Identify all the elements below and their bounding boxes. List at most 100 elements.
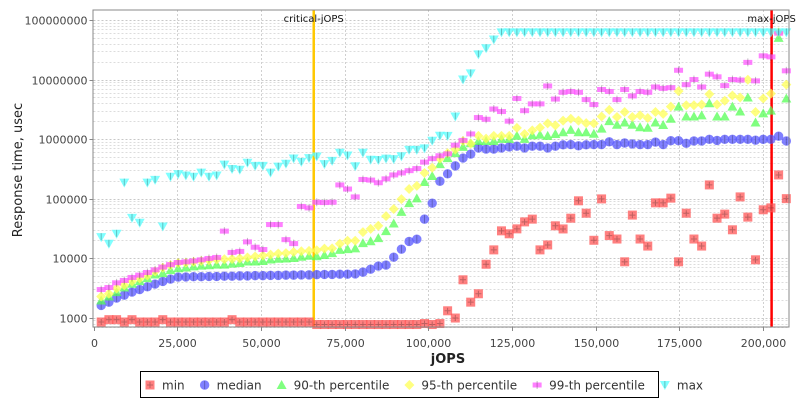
data-point [689,77,699,83]
data-point [727,134,738,145]
data-point [112,280,122,286]
data-point [396,244,407,254]
data-point [496,28,507,38]
data-point [257,161,268,171]
data-point [188,172,199,182]
data-point-cross [244,318,251,325]
data-point [435,176,445,186]
data-point [512,224,522,234]
data-point [550,120,561,131]
data-point [404,198,415,208]
data-point [103,288,114,299]
data-point [466,149,476,159]
data-point [404,236,414,247]
data-point [542,28,553,38]
data-point [558,127,569,137]
data-point [658,198,668,208]
data-point [704,89,715,100]
x-tick-label: 50,000 [242,337,281,350]
data-point [227,254,238,265]
data-point [242,239,252,245]
data-point-cross [613,236,620,243]
data-point [735,134,745,145]
data-point [489,106,499,112]
data-point [673,28,684,38]
data-point [227,164,238,174]
data-point [250,270,260,281]
data-point [665,113,676,123]
data-point [289,317,299,327]
data-point [235,248,245,254]
data-point [496,130,507,141]
data-point-cross [544,241,551,248]
data-point [650,84,660,90]
data-point [342,244,353,254]
data-point [604,28,615,38]
y-axis-label: Response time, usec [11,103,26,237]
data-point [550,141,561,151]
data-point [650,137,661,147]
data-point [443,151,453,157]
data-point [327,199,337,205]
data-point [396,206,407,216]
data-point-cross [683,210,690,217]
data-point [627,210,637,220]
data-point [311,152,322,162]
data-point [420,159,430,165]
data-point [750,117,761,127]
data-point [635,122,646,132]
data-point [411,180,422,191]
data-point [381,320,391,330]
data-point [127,315,137,325]
data-point-cross [513,225,520,232]
data-point [751,78,761,84]
data-point [373,220,384,231]
data-point [496,143,507,153]
data-point [319,250,330,260]
data-point [203,172,214,182]
data-point [496,226,506,236]
data-point [489,144,499,154]
data-point [419,177,430,187]
data-point [281,317,291,327]
data-point [227,315,237,325]
data-point-cross [767,204,774,211]
data-point [673,86,684,97]
data-point [381,260,391,270]
data-point [258,247,268,253]
data-point [412,166,422,172]
data-point [119,290,129,300]
data-point-cross [560,225,567,232]
data-point [481,259,491,269]
data-point-cross [467,299,474,306]
data-point [119,317,129,327]
legend-label: median [217,379,262,393]
data-point [504,130,515,141]
data-point [165,317,175,327]
data-point [751,255,761,265]
data-point [296,270,307,280]
data-point [280,159,291,169]
data-point [465,69,476,79]
data-point-cross [506,230,513,237]
data-point [304,205,314,211]
data-point [142,178,153,188]
data-point [627,93,637,99]
data-point [266,317,276,327]
data-point [588,28,599,38]
data-point-cross [152,318,159,325]
data-point-cross [714,215,721,222]
data-point [481,144,491,154]
data-point [742,74,753,85]
data-point-cross [298,318,305,325]
data-point [512,141,522,151]
data-point [135,317,145,327]
data-point [735,106,746,116]
data-point-cross [729,226,736,233]
data-point [504,28,515,38]
data-point [250,251,261,262]
data-point [542,118,553,129]
data-point [404,184,415,195]
legend-marker [276,380,287,389]
legend-marker [404,380,415,390]
